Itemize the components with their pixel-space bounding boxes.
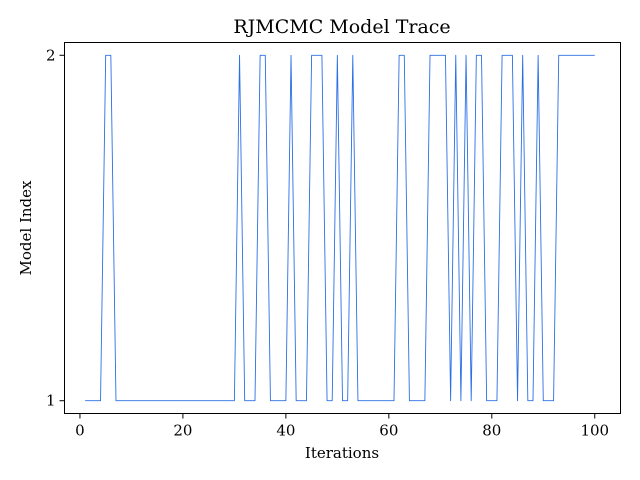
x-axis: 0 20 40 60 80 100	[75, 413, 609, 440]
x-tick-label: 40	[276, 422, 295, 440]
y-tick-label: 1	[46, 392, 56, 410]
x-tick-label: 0	[75, 422, 85, 440]
x-tick-label: 100	[580, 422, 609, 440]
y-axis: 12	[46, 46, 65, 410]
x-tick-label: 80	[482, 422, 501, 440]
plot-area	[85, 54, 595, 402]
series-line	[85, 54, 595, 402]
y-axis-label: Model Index	[17, 180, 35, 275]
x-axis-label: Iterations	[305, 444, 379, 462]
x-tick-label: 60	[379, 422, 398, 440]
y-tick-label: 2	[46, 46, 56, 64]
chart-title: RJMCMC Model Trace	[233, 16, 450, 38]
x-tick-label: 20	[173, 422, 192, 440]
plot-frame	[64, 42, 621, 414]
